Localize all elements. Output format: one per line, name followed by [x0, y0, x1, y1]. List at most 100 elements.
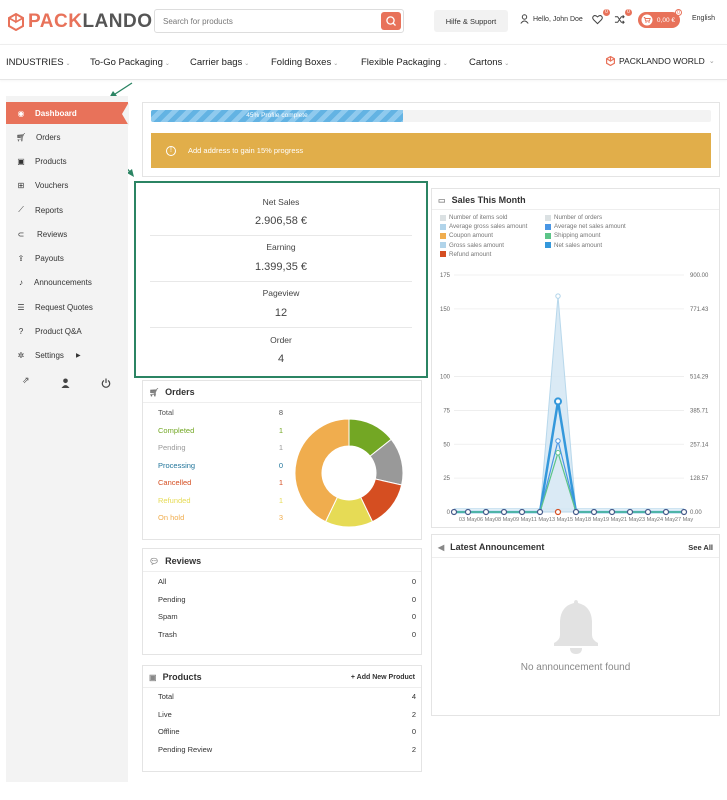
legend-item[interactable]: Number of items sold [440, 214, 507, 221]
sidebar-item-orders[interactable]: 🛒︎ Orders [16, 132, 61, 142]
y-tick-left: 175 [440, 273, 451, 279]
info-icon: ! [166, 145, 176, 156]
products-row-value: 2 [411, 709, 416, 719]
stat-earning-label: Earning [266, 242, 296, 252]
sales-line-chart: 0 25 50 75 100 150 175 0.00 128.57 257.14 385.71 51… [440, 273, 709, 523]
sidebar-item-vouchers[interactable]: ⊞ Vouchers [17, 180, 69, 190]
x-tick-label: 19 May [603, 517, 622, 523]
sales-header: ▭ Sales This Month [438, 195, 526, 205]
products-row-label: Pending Review [158, 744, 213, 754]
legend-item[interactable]: Refund amount [440, 251, 491, 258]
x-tick-label: 03 May [459, 517, 478, 523]
stat-pageview-label: Pageview [262, 288, 300, 298]
y-tick-left: 50 [443, 442, 450, 448]
baseline-point [626, 508, 634, 516]
nav-item-cartons[interactable]: Cartons ⌄ [469, 57, 510, 68]
add-new-product-button[interactable]: + Add New Product [350, 674, 415, 681]
x-tick-label: 21 May [621, 517, 640, 523]
orders-row-label: Processing [158, 460, 196, 470]
products-title: Products [162, 672, 202, 682]
packlando-world-menu[interactable]: PACKLANDO WORLD ⌄ [606, 56, 715, 66]
orders-row-value: 1 [278, 425, 283, 435]
nav-item-to-go-packaging[interactable]: To-Go Packaging ⌄ [90, 57, 170, 68]
cart-button[interactable]: 0 0,00 € [638, 9, 682, 28]
search-input[interactable] [155, 10, 375, 32]
question-icon: ? [18, 326, 24, 336]
chevron-right-icon: ▶ [76, 352, 81, 359]
compare-badge: 0 [625, 9, 632, 16]
reviews-header: 💬︎ Reviews [149, 556, 201, 566]
wishlist-button[interactable]: 0 [592, 9, 610, 26]
sidebar: ◉ Dashboard 🛒︎ Orders ▣ Products ⊞ Vouchers … [6, 96, 129, 782]
y-tick-right: 900.00 [690, 273, 709, 279]
nav-item-folding-boxes[interactable]: Folding Boxes ⌄ [271, 57, 339, 68]
hello-text: Hello, John Doe [533, 15, 583, 23]
brand-logo[interactable]: PACKLANDO [8, 10, 153, 34]
language-selector[interactable]: English [692, 15, 715, 22]
logo-mark-icon [606, 56, 615, 66]
address-notice[interactable]: ! Add address to gain 15% progress [151, 133, 711, 168]
y-tick-right: 771.43 [690, 307, 709, 313]
bell-icon: ♪ [19, 277, 23, 287]
legend-swatch [545, 232, 551, 239]
compare-button[interactable]: 0 [614, 9, 632, 26]
reviews-row-label: All [158, 577, 167, 586]
legend-label: Shipping amount [554, 232, 601, 240]
y-tick-right: 385.71 [690, 408, 709, 414]
reviews-row-value: 0 [411, 612, 416, 621]
sidebar-item-product-qa[interactable]: ? Product Q&A [6, 320, 128, 342]
legend-item[interactable]: Gross sales amount [440, 242, 504, 249]
legend-item[interactable]: Average gross sales amount [440, 223, 527, 230]
orders-row-value: 8 [278, 408, 283, 417]
sidebar-item-reviews[interactable]: ⊂ Reviews [17, 229, 68, 239]
chevron-down-icon: ⌄ [708, 58, 715, 65]
sidebar-item-payouts[interactable]: ⇪ Payouts [17, 253, 64, 263]
legend-item[interactable]: Coupon amount [440, 232, 493, 239]
sidebar-item-dashboard[interactable]: ◉ Dashboard [6, 102, 129, 126]
baseline-point [500, 508, 508, 516]
sidebar-item-reports[interactable]: ⟋ Reports [6, 199, 128, 221]
logout-icon[interactable] [101, 375, 111, 393]
legend-label: Number of orders [554, 214, 603, 221]
external-link-icon[interactable]: ⇗ [22, 375, 30, 385]
reviews-row-label: Spam [158, 612, 178, 621]
sidebar-item-announcements[interactable]: ♪ Announcements [6, 271, 128, 293]
legend-item[interactable]: Shipping amount [545, 232, 600, 239]
dashboard-icon: ◉ [17, 108, 25, 118]
series-peak-point [555, 438, 561, 444]
briefcase-icon: ▣ [149, 672, 157, 682]
orders-donut-chart [294, 418, 404, 528]
nav-item-carrier-bags[interactable]: Carrier bags ⌄ [190, 57, 250, 68]
legend-item[interactable]: Average net sales amount [545, 223, 626, 230]
sidebar-item-settings[interactable]: ✲ Settings ▶ [17, 350, 81, 360]
nav-item-industries[interactable]: INDUSTRIES ⌄ [6, 57, 71, 68]
sidebar-item-products[interactable]: ▣ Products [17, 156, 67, 166]
legend-swatch [440, 223, 446, 230]
see-all-link[interactable]: See All [688, 543, 713, 552]
y-tick-right: 128.57 [690, 476, 709, 482]
search-button[interactable] [381, 12, 401, 30]
nav-item-flexible-packaging[interactable]: Flexible Packaging ⌄ [361, 57, 448, 68]
chevron-down-icon: ⌄ [333, 61, 339, 67]
products-row-value: 4 [411, 692, 416, 701]
reviews-title: Reviews [165, 556, 202, 566]
y-tick-left: 0 [447, 510, 451, 516]
legend-label: Net sales amount [554, 241, 603, 249]
orders-row-label: Refunded [158, 495, 191, 505]
announcement-panel: ◀ Latest Announcement See All No announce… [431, 534, 720, 716]
y-tick-left: 75 [443, 408, 450, 414]
help-support-button[interactable]: Hilfe & Support [434, 10, 508, 32]
legend-item[interactable]: Net sales amount [545, 242, 602, 249]
donut-slice-on-hold[interactable] [294, 418, 350, 523]
account-link[interactable]: Hello, John Doe [520, 14, 583, 24]
y-tick-left: 25 [443, 476, 450, 482]
legend-label: Refund amount [449, 250, 492, 258]
legend-item[interactable]: Number of orders [545, 214, 602, 221]
sidebar-item-request-quotes[interactable]: ☰ Request Quotes [17, 302, 93, 312]
user-profile-icon[interactable] [61, 375, 70, 393]
products-row-label: Total [158, 692, 174, 701]
stat-pageview-value: 12 [274, 307, 288, 319]
heart-icon [592, 15, 603, 25]
stat-net-sales-value: 2.906,58 € [255, 215, 307, 227]
brand-name-b: LANDO [82, 11, 153, 32]
